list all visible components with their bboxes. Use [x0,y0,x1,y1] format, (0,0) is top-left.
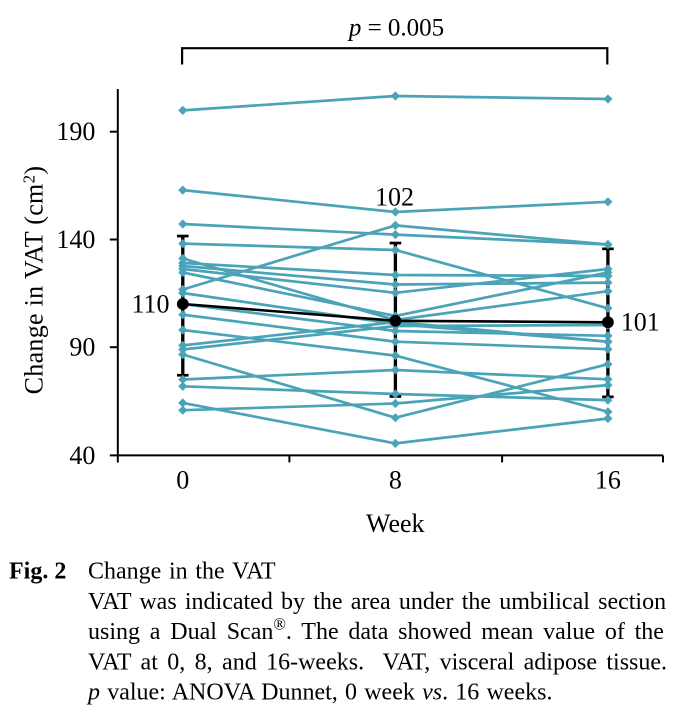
svg-text:190: 190 [56,117,95,146]
svg-text:VAT at 0, 8, and 16-weeks. VA: VAT at 0, 8, and 16-weeks. VAT, visceral… [88,649,667,675]
svg-text:VAT was indicated by the area: VAT was indicated by the area under the … [88,589,666,615]
svg-text:102: 102 [375,183,414,212]
svg-text:8: 8 [389,466,402,495]
svg-text:40: 40 [69,441,95,470]
svg-text:16: 16 [595,466,621,495]
svg-text:using a Dual Scan®. The data s: using a Dual Scan®. The data showed mean… [88,615,664,646]
svg-text:p value: ANOVA Dunnet, 0 week: p value: ANOVA Dunnet, 0 week vs. 16 wee… [86,680,552,706]
svg-text:Change in the VAT: Change in the VAT [88,559,276,585]
svg-text:Change in VAT (cm2): Change in VAT (cm2) [20,166,49,395]
svg-text:p = 0.005: p = 0.005 [347,15,444,42]
svg-text:0: 0 [176,466,189,495]
svg-text:110: 110 [131,290,169,319]
svg-text:Week: Week [366,509,425,538]
svg-text:Fig. 2: Fig. 2 [9,559,66,585]
svg-text:140: 140 [56,225,95,254]
svg-text:101: 101 [621,307,660,336]
svg-text:90: 90 [69,333,95,362]
